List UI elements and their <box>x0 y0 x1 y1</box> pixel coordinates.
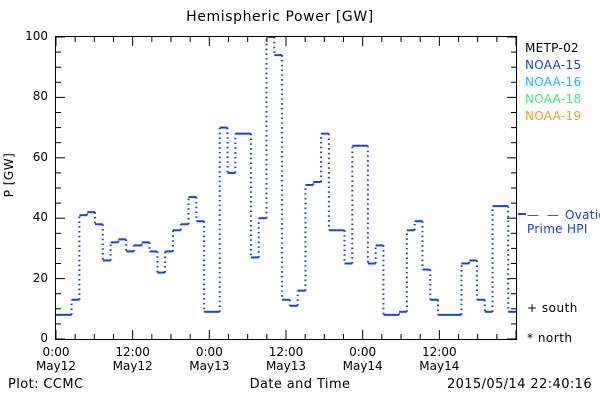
y-tick-label: 60 <box>32 149 48 164</box>
legend-item-noaa-15: NOAA-15 <box>525 58 582 72</box>
x-tick-date: May14 <box>419 359 460 373</box>
x-axis-label: Date and Time <box>249 377 351 392</box>
x-tick-label: 0:00 May12 <box>16 345 96 373</box>
legend-ovation-label-line1: Ovation <box>564 208 600 222</box>
x-tick-time: 0:00 <box>42 345 70 359</box>
data-plot-svg <box>56 37 516 339</box>
x-tick-date: May12 <box>112 359 153 373</box>
legend-ovation-dash: — — <box>527 208 561 222</box>
x-tick-time: 0:00 <box>349 345 377 359</box>
x-tick-time: 12:00 <box>422 345 457 359</box>
legend-item-noaa-16: NOAA-16 <box>525 75 582 89</box>
legend-south-marker: + south <box>527 301 578 315</box>
legend-satellites: METP-02 NOAA-15 NOAA-16 NOAA-18 NOAA-19 <box>525 40 600 125</box>
x-tick-label: 12:00 May13 <box>246 345 326 373</box>
y-tick-label: 20 <box>32 270 48 285</box>
y-tick-label: 0 <box>40 331 48 345</box>
legend-item-metp-02: METP-02 <box>525 41 579 55</box>
x-tick-time: 12:00 <box>268 345 304 359</box>
x-tick-time: 0:00 <box>195 345 223 359</box>
legend-north-marker: * north <box>527 331 573 345</box>
x-tick-date: May12 <box>35 359 77 373</box>
x-tick-date: May13 <box>265 359 307 373</box>
plot-credit: Plot: CCMC <box>8 377 84 392</box>
legend-ovation-label-line2: Prime HPI <box>527 222 588 236</box>
y-tick-label: 40 <box>32 210 48 225</box>
x-tick-time: 12:00 <box>115 345 150 359</box>
x-tick-label: 12:00 May12 <box>93 345 173 373</box>
axis-tick-marks <box>56 37 516 339</box>
legend-south-symbol: + <box>527 301 538 315</box>
x-tick-date: May14 <box>342 359 383 373</box>
x-tick-label: 0:00 May14 <box>323 345 403 373</box>
data-series-group <box>56 37 516 316</box>
plot-area <box>55 36 517 340</box>
legend-item-noaa-18: NOAA-18 <box>525 92 582 106</box>
chart-title: Hemispheric Power [GW] <box>186 9 374 25</box>
x-tick-label: 12:00 May14 <box>399 345 479 373</box>
x-tick-date: May13 <box>189 359 230 373</box>
legend-north-label: north <box>537 331 573 345</box>
legend-ovation-prime: — — Ovation Prime HPI <box>527 208 600 236</box>
legend-item-noaa-19: NOAA-19 <box>525 109 582 123</box>
legend-north-symbol: * <box>527 331 534 345</box>
x-tick-label: 0:00 May13 <box>169 345 249 373</box>
y-tick-label: 80 <box>32 89 48 104</box>
timestamp: 2015/05/14 22:40:16 <box>446 377 592 392</box>
y-tick-label: 100 <box>25 29 48 43</box>
legend-ovation-tick <box>518 213 526 215</box>
legend-south-label: south <box>541 301 578 315</box>
